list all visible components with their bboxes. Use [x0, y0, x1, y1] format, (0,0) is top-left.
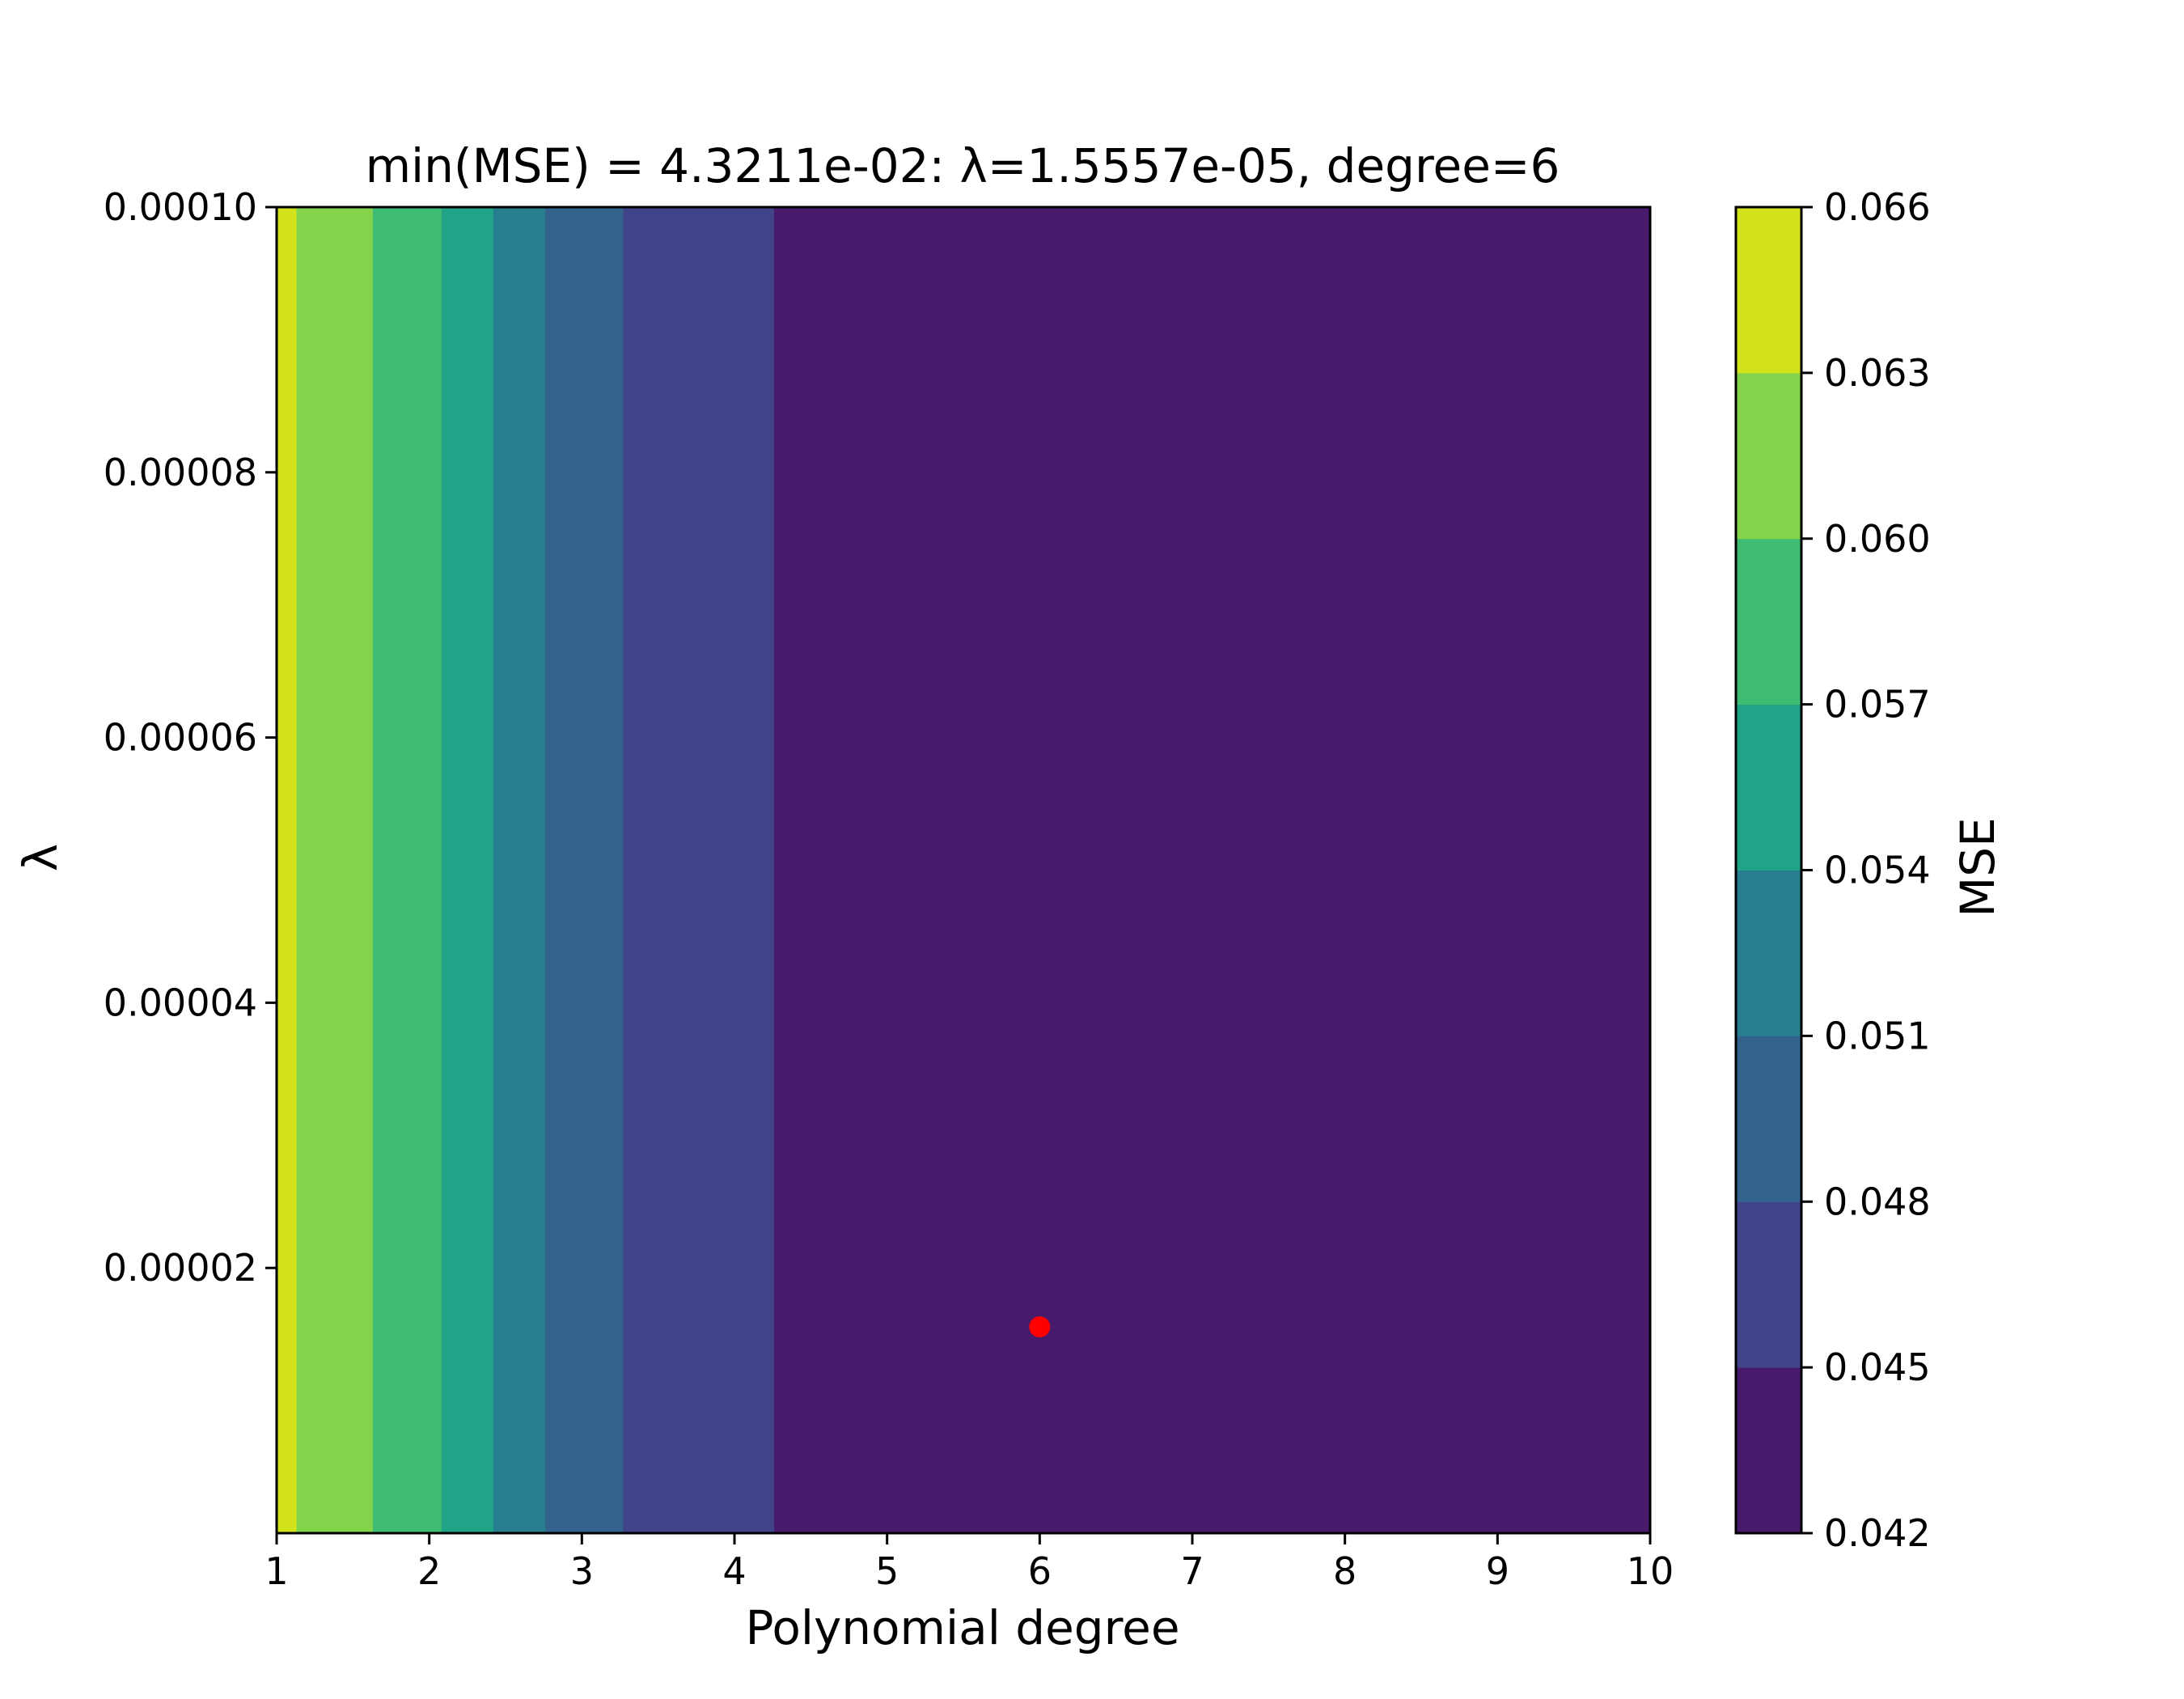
x-tick-label: 8 [1333, 1549, 1357, 1593]
contour-band-3 [441, 207, 494, 1533]
x-tick-label: 5 [875, 1549, 899, 1593]
minimum-marker [1029, 1316, 1051, 1338]
x-tick-label: 6 [1028, 1549, 1052, 1593]
x-tick-label: 4 [722, 1549, 746, 1593]
x-tick-label: 1 [265, 1549, 288, 1593]
chart-title: min(MSE) = 4.3211e-02: λ=1.5557e-05, deg… [366, 138, 1560, 193]
x-tick-label: 10 [1627, 1549, 1674, 1593]
colorbar-segment-4 [1736, 704, 1801, 871]
x-tick-label: 9 [1486, 1549, 1509, 1593]
colorbar-segment-5 [1736, 538, 1801, 705]
colorbar-tick-label: 0.054 [1824, 849, 1931, 892]
x-tick-label: 7 [1180, 1549, 1204, 1593]
plot-frame [275, 205, 1652, 1535]
x-tick-label: 2 [417, 1549, 441, 1593]
colorbar-segment-7 [1736, 207, 1801, 374]
colorbar-tick-label: 0.045 [1824, 1345, 1931, 1389]
contour-bands [277, 207, 1651, 1533]
colorbar: 0.042 0.045 0.048 0.051 0.054 0.057 0.060 0.063… [1734, 185, 1931, 1555]
colorbar-tick-label: 0.048 [1824, 1180, 1931, 1223]
colorbar-segment-2 [1736, 1036, 1801, 1202]
contour-band-2 [372, 207, 442, 1533]
colorbar-title: MSE [1950, 817, 2005, 917]
marker-layer [1029, 1316, 1051, 1338]
colorbar-tick-label: 0.066 [1824, 185, 1931, 229]
y-tick-label: 0.00002 [104, 1246, 257, 1290]
colorbar-tick-label: 0.057 [1824, 683, 1931, 727]
contour-band-6 [623, 207, 775, 1533]
colorbar-tick-label: 0.063 [1824, 351, 1931, 395]
colorbar-segment-3 [1736, 870, 1801, 1036]
colorbar-segment-0 [1736, 1367, 1801, 1534]
colorbar-tick-label: 0.042 [1824, 1511, 1931, 1555]
x-tick-label: 3 [570, 1549, 594, 1593]
y-tick-label: 0.00008 [104, 451, 257, 494]
contour-band-4 [493, 207, 546, 1533]
contour-band-1 [296, 207, 374, 1533]
y-tick-label: 0.00004 [104, 981, 257, 1024]
colorbar-tick-label: 0.051 [1824, 1014, 1931, 1057]
y-tick-label: 0.00006 [104, 716, 257, 760]
y-axis: 0.00002 0.00004 0.00006 0.00008 0.00010 [104, 185, 277, 1290]
x-axis: 1 2 3 4 5 6 7 8 9 10 [265, 1533, 1674, 1593]
colorbar-segment-6 [1736, 372, 1801, 540]
y-tick-label: 0.00010 [104, 185, 257, 229]
colorbar-tick-label: 0.060 [1824, 517, 1931, 561]
contour-band-7 [774, 207, 1651, 1533]
y-axis-title: λ [13, 844, 68, 871]
contour-band-5 [545, 207, 624, 1533]
x-axis-title: Polynomial degree [745, 1600, 1179, 1655]
colorbar-segment-1 [1736, 1201, 1801, 1368]
contour-band-0 [277, 207, 298, 1533]
